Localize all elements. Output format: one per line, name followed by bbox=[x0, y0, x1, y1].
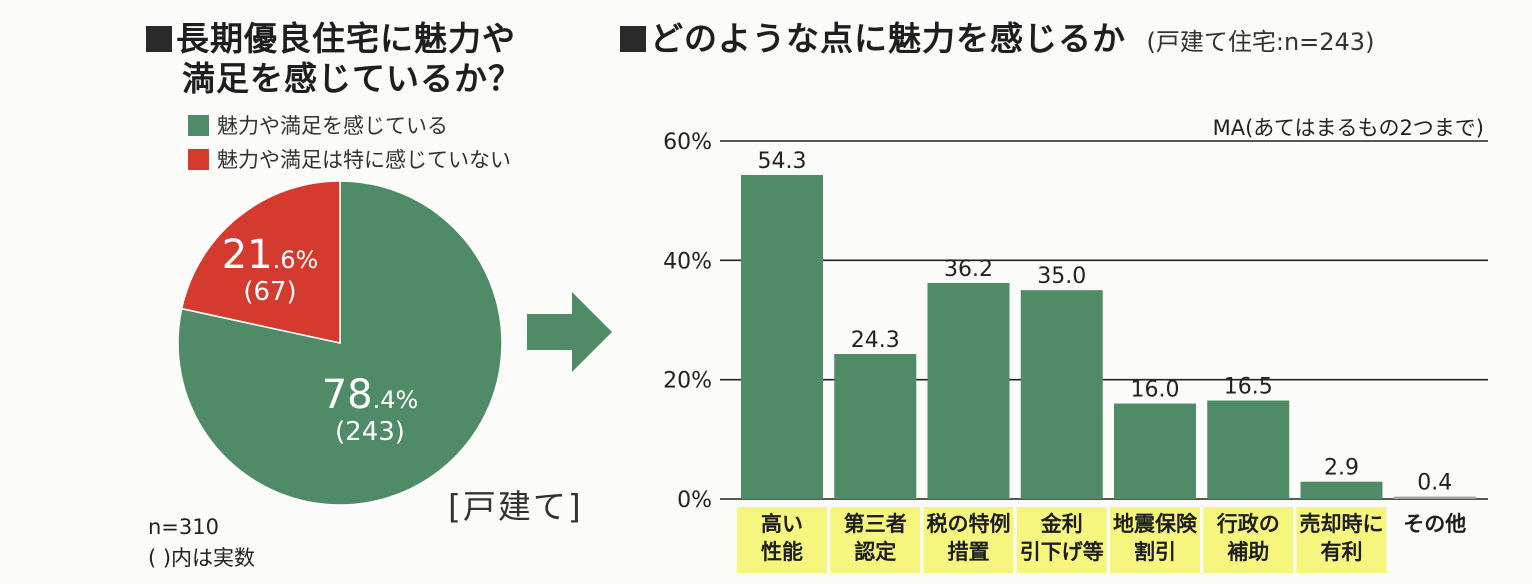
category-label: 有利 bbox=[1321, 540, 1363, 564]
category-highlight bbox=[923, 507, 1014, 573]
category-highlight bbox=[1016, 507, 1107, 573]
bar-6 bbox=[1300, 481, 1383, 499]
category-highlight bbox=[737, 507, 827, 573]
category-highlight bbox=[1110, 507, 1200, 573]
bar-0 bbox=[741, 175, 823, 499]
category-highlight bbox=[1203, 507, 1294, 573]
pie-title-line1: 長期優良住宅に魅力や bbox=[176, 19, 516, 58]
bar-subtitle: (戸建て住宅:n=243) bbox=[1146, 28, 1375, 56]
category-label: 高い bbox=[761, 512, 803, 536]
title-square-icon bbox=[146, 26, 172, 52]
category-label: 性能 bbox=[761, 540, 803, 564]
y-tick-label: 0% bbox=[677, 488, 712, 513]
bar-4 bbox=[1114, 403, 1196, 499]
legend-label-0: 魅力や満足を感じている bbox=[217, 114, 448, 138]
sample-size-note: n=310 bbox=[148, 515, 219, 539]
pie-legend-item-1: 魅力や満足は特に感じていない bbox=[188, 144, 511, 174]
bar-value-label: 36.2 bbox=[944, 257, 993, 282]
bar-value-label: 24.3 bbox=[851, 328, 900, 353]
bar-value-label: 35.0 bbox=[1037, 264, 1086, 289]
category-label: 補助 bbox=[1226, 540, 1269, 564]
legend-label-1: 魅力や満足は特に感じていない bbox=[217, 148, 511, 172]
bar-2 bbox=[927, 283, 1010, 499]
bar-value-label: 16.0 bbox=[1131, 378, 1180, 403]
pie-percent-label-0: 78.4% bbox=[322, 372, 419, 418]
bar-1 bbox=[834, 354, 917, 499]
category-label: 割引 bbox=[1134, 540, 1176, 564]
category-label: 地震保険 bbox=[1113, 512, 1198, 536]
pie-count-label-1: (67) bbox=[243, 277, 296, 307]
category-label: 措置 bbox=[948, 540, 990, 564]
category-label: 第三者 bbox=[844, 512, 907, 536]
category-label: 認定 bbox=[854, 540, 896, 564]
category-label: 引下げ等 bbox=[1020, 540, 1104, 564]
bar-value-label: 54.3 bbox=[758, 149, 807, 174]
legend-swatch-red bbox=[188, 148, 209, 170]
title-square-icon bbox=[620, 26, 646, 52]
category-highlight bbox=[1296, 507, 1387, 573]
y-tick-label: 60% bbox=[663, 130, 712, 155]
count-note: ( )内は実数 bbox=[148, 546, 256, 570]
pie-percent-label-1: 21.6% bbox=[222, 232, 319, 278]
pie-legend-item-0: 魅力や満足を感じている bbox=[188, 110, 448, 140]
category-label: その他 bbox=[1403, 512, 1466, 536]
y-tick-label: 40% bbox=[663, 249, 712, 274]
legend-swatch-green bbox=[188, 114, 209, 136]
bar-value-label: 2.9 bbox=[1324, 456, 1359, 481]
bar-3 bbox=[1020, 290, 1103, 499]
pie-count-label-0: (243) bbox=[335, 417, 405, 447]
bar-title-text: どのような点に魅力を感じるか bbox=[650, 19, 1126, 58]
category-label: 行政の bbox=[1216, 512, 1280, 536]
pie-slice-1 bbox=[180, 180, 341, 344]
pie-title: 長期優良住宅に魅力や bbox=[146, 12, 516, 60]
category-label: 金利 bbox=[1040, 512, 1083, 536]
bar-value-label: 16.5 bbox=[1224, 375, 1273, 400]
category-label: 税の特例 bbox=[927, 512, 1011, 536]
bar-title: どのような点に魅力を感じるか (戸建て住宅:n=243) bbox=[620, 12, 1374, 60]
category-label: 売却時に bbox=[1300, 512, 1384, 536]
house-type-label: [戸建て] bbox=[448, 487, 583, 526]
pie-title-line2: 満足を感じているか？ bbox=[182, 59, 522, 98]
y-tick-label: 20% bbox=[663, 369, 712, 394]
bar-value-label: 0.4 bbox=[1417, 471, 1452, 496]
bar-7 bbox=[1393, 496, 1476, 499]
ma-note: MA(あてはまるもの2つまで) bbox=[1212, 116, 1484, 140]
category-highlight bbox=[830, 507, 921, 573]
bar-5 bbox=[1207, 400, 1290, 499]
